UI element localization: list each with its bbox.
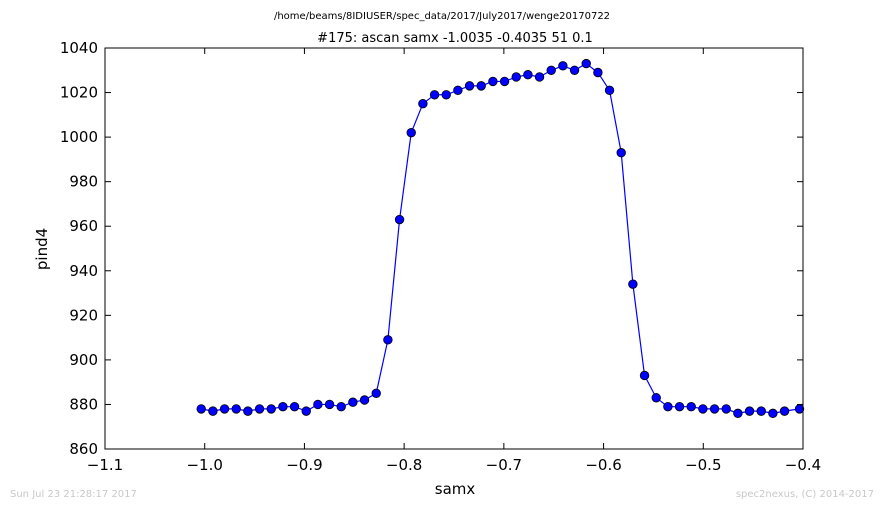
data-point (546, 65, 556, 75)
data-point (674, 401, 685, 412)
data-point (499, 76, 510, 87)
data-point (779, 406, 790, 416)
data-point (196, 404, 206, 414)
data-point (383, 335, 393, 345)
data-point (616, 148, 626, 158)
chart-title: #175: ascan samx -1.0035 -0.4035 51 0.1 (317, 31, 593, 46)
data-point (733, 408, 743, 419)
data-point (231, 404, 241, 414)
footer-timestamp: Sun Jul 23 21:28:17 2017 (10, 489, 137, 500)
data-point (768, 408, 778, 419)
data-point (756, 406, 766, 416)
data-point (429, 90, 440, 100)
data-point (336, 401, 346, 412)
x-tick-label: −0.4 (785, 456, 821, 474)
y-tick-label: 940 (69, 262, 98, 280)
x-tick-label: −0.6 (585, 456, 621, 474)
y-tick-label: 960 (69, 217, 98, 235)
data-point (324, 399, 335, 410)
data-point (266, 404, 276, 414)
y-axis-label: pind4 (33, 228, 51, 270)
data-point (441, 90, 451, 100)
plot-area: −1.1 −1.0 −0.9 −0.8 −0.7 −0.6 −0.5 −0.4 860 880 90… (60, 39, 821, 474)
data-point (558, 61, 568, 71)
data-point (348, 397, 358, 407)
data-point (639, 370, 650, 381)
data-point (464, 81, 475, 91)
data-point (243, 406, 253, 416)
data-point (651, 393, 661, 403)
data-point (744, 406, 755, 416)
x-tick-label: −0.7 (486, 456, 522, 474)
data-point (721, 404, 731, 414)
y-tick-label: 1040 (60, 39, 98, 57)
data-point (371, 388, 381, 399)
data-point (313, 399, 323, 410)
data-point (628, 279, 638, 289)
plot-frame (104, 47, 804, 450)
data-point (534, 72, 545, 82)
data-point (663, 401, 673, 412)
x-axis-label: samx (435, 480, 476, 498)
data-point (523, 70, 533, 80)
data-point (593, 67, 603, 78)
data-point (418, 98, 428, 109)
y-tick-label: 1000 (60, 128, 98, 146)
data-point (581, 58, 591, 69)
data-point (254, 404, 265, 414)
x-tick-label: −0.9 (286, 456, 322, 474)
data-point (709, 404, 720, 414)
data-point (686, 401, 696, 412)
y-tick-label: 1020 (60, 84, 98, 102)
x-tick-label: −1.1 (87, 456, 123, 474)
data-point (406, 127, 416, 138)
series-line (201, 62, 800, 414)
data-point (359, 395, 370, 405)
data-point (453, 85, 463, 96)
data-point (394, 214, 405, 225)
x-tick-label: −0.5 (685, 456, 721, 474)
data-point (488, 76, 498, 87)
data-point (289, 401, 300, 412)
data-point (569, 65, 580, 75)
y-tick-label: 920 (69, 306, 98, 324)
data-point (604, 85, 615, 96)
data-point (476, 81, 486, 91)
y-tick-label: 880 (69, 395, 98, 413)
data-point (219, 404, 230, 414)
x-tick-label: −1.0 (186, 456, 222, 474)
x-tick-label: −0.8 (386, 456, 422, 474)
y-tick-label: 900 (69, 351, 98, 369)
data-point (511, 72, 521, 82)
footer-credit: spec2nexus, (C) 2014-2017 (736, 489, 874, 500)
data-point (698, 404, 708, 414)
data-point (278, 401, 288, 412)
y-tick-label: 980 (69, 173, 98, 191)
data-point (208, 406, 218, 416)
y-tick-label: 860 (69, 440, 98, 458)
chart-suptitle: /home/beams/8IDIUSER/spec_data/2017/July… (274, 11, 610, 22)
data-point (301, 406, 311, 416)
